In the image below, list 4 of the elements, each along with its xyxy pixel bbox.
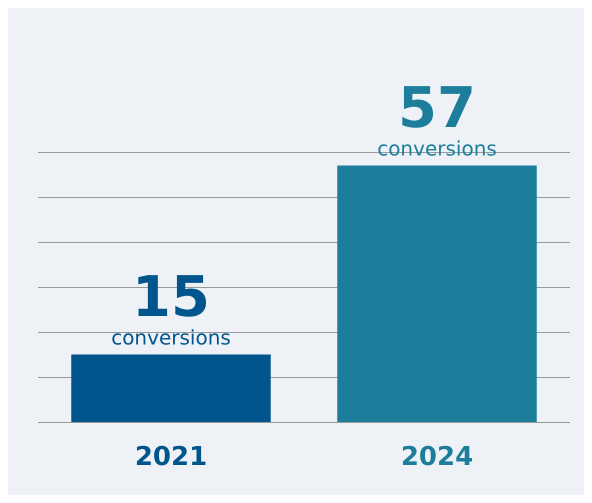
data-label: 15 conversions [111,265,231,350]
data-label: 57 conversions [377,76,497,160]
x-tick-label: 2024 [400,442,474,472]
x-tick-label: 2021 [134,442,208,472]
